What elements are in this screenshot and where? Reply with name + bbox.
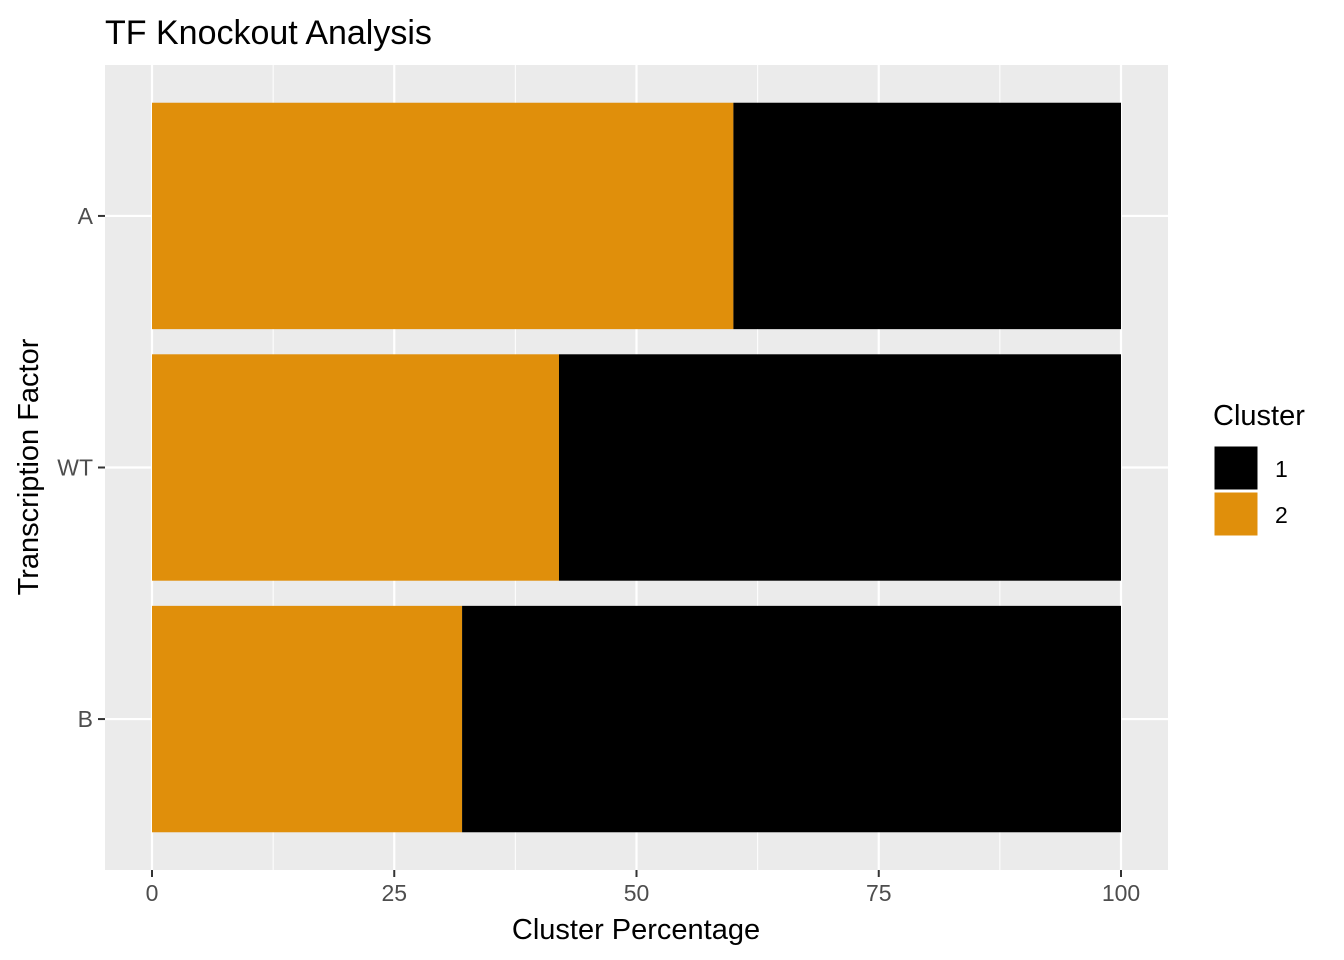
- legend-key-1: [1213, 445, 1259, 491]
- y-axis-title: Transcription Factor: [13, 338, 45, 595]
- bar-B-cluster-2: [152, 605, 463, 833]
- x-axis-title: Cluster Percentage: [512, 914, 760, 946]
- legend-items: 12: [1213, 445, 1288, 537]
- y-tick-label: A: [78, 203, 94, 229]
- bar-A-cluster-2: [152, 102, 734, 330]
- y-tick-label: WT: [57, 455, 93, 481]
- bar-WT-cluster-1: [558, 354, 1121, 581]
- legend: Cluster 12: [1213, 400, 1305, 537]
- x-tick-label: 75: [866, 880, 892, 906]
- x-tick-label: 50: [624, 880, 650, 906]
- bar-A-cluster-1: [733, 102, 1121, 330]
- bar-B-cluster-1: [462, 605, 1122, 833]
- x-tick-label: 100: [1102, 880, 1140, 906]
- y-tick-label: B: [78, 706, 93, 732]
- bars: [152, 102, 1122, 833]
- chart-title: TF Knockout Analysis: [105, 14, 432, 52]
- axes: 0 25 50 75 100 A WT B: [57, 203, 1140, 906]
- legend-label-2: 2: [1275, 502, 1288, 528]
- x-tick-label: 0: [146, 880, 159, 906]
- bar-WT-cluster-2: [152, 354, 559, 581]
- legend-key-2: [1213, 491, 1259, 537]
- x-tick-label: 25: [381, 880, 407, 906]
- legend-title: Cluster: [1213, 400, 1305, 432]
- legend-label-1: 1: [1275, 456, 1288, 482]
